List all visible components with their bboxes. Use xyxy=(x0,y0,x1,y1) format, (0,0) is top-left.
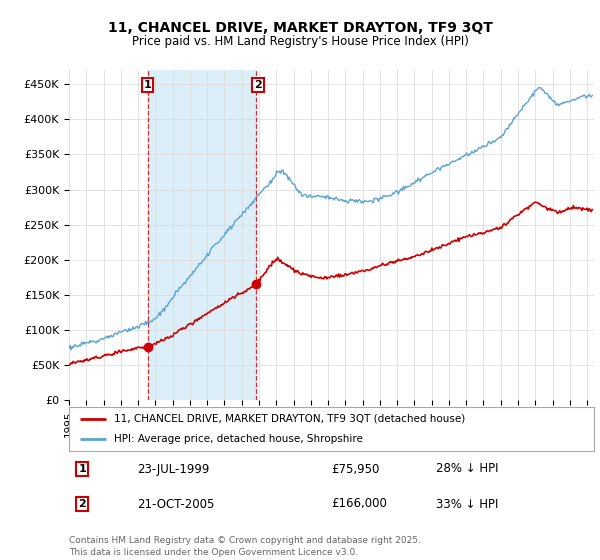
Text: 1: 1 xyxy=(78,464,86,474)
Text: £75,950: £75,950 xyxy=(331,463,380,475)
Text: Price paid vs. HM Land Registry's House Price Index (HPI): Price paid vs. HM Land Registry's House … xyxy=(131,35,469,48)
Text: 33% ↓ HPI: 33% ↓ HPI xyxy=(437,497,499,511)
Text: Contains HM Land Registry data © Crown copyright and database right 2025.
This d: Contains HM Land Registry data © Crown c… xyxy=(69,536,421,557)
Text: 2: 2 xyxy=(78,499,86,509)
Text: HPI: Average price, detached house, Shropshire: HPI: Average price, detached house, Shro… xyxy=(113,434,362,444)
Bar xyxy=(148,70,256,400)
Text: 23-JUL-1999: 23-JUL-1999 xyxy=(137,463,209,475)
Text: 11, CHANCEL DRIVE, MARKET DRAYTON, TF9 3QT (detached house): 11, CHANCEL DRIVE, MARKET DRAYTON, TF9 3… xyxy=(113,414,465,424)
Text: 1: 1 xyxy=(144,80,151,90)
Text: £166,000: £166,000 xyxy=(331,497,388,511)
Text: 11, CHANCEL DRIVE, MARKET DRAYTON, TF9 3QT: 11, CHANCEL DRIVE, MARKET DRAYTON, TF9 3… xyxy=(107,21,493,35)
Text: 2: 2 xyxy=(254,80,262,90)
Text: 28% ↓ HPI: 28% ↓ HPI xyxy=(437,463,499,475)
Text: 21-OCT-2005: 21-OCT-2005 xyxy=(137,497,215,511)
